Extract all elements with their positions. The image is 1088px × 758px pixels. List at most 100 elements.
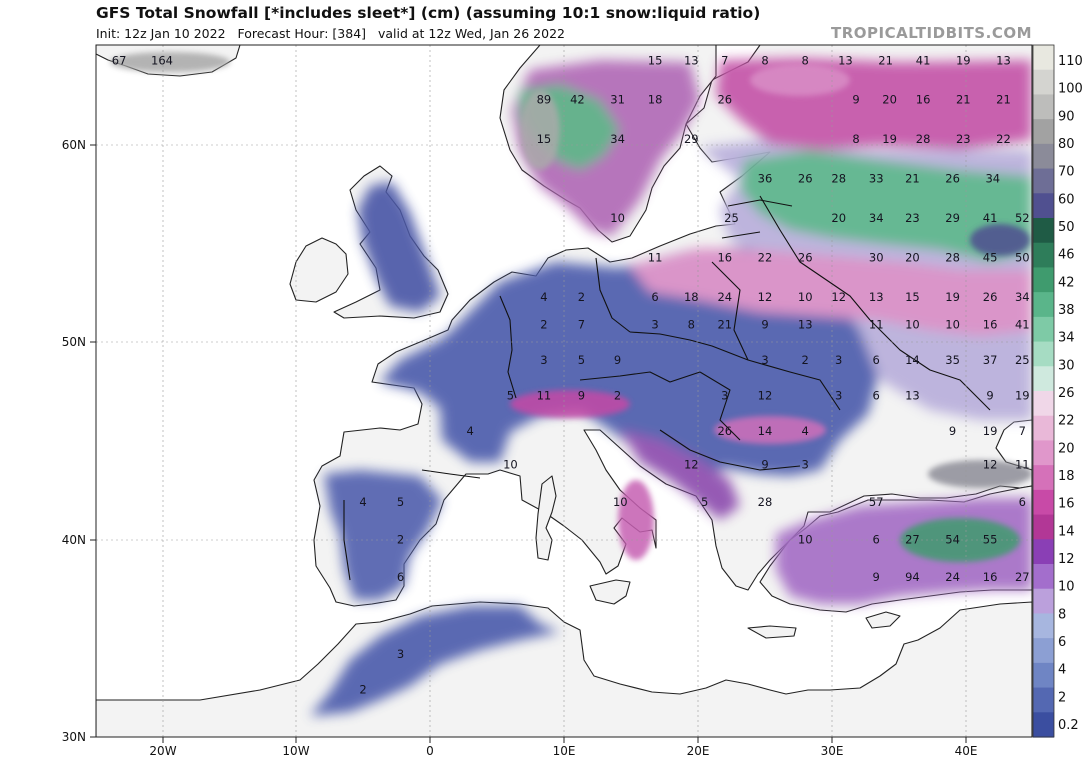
- snowfall-value-label: 42: [570, 93, 585, 107]
- lon-label-10e: 10E: [553, 744, 576, 758]
- snowfall-value-label: 11: [537, 389, 552, 403]
- snowfall-value-label: 23: [905, 211, 920, 225]
- snowfall-value-label: 11: [869, 318, 884, 332]
- snowfall-value-label: 6: [873, 353, 880, 367]
- snowfall-value-label: 19: [956, 53, 971, 67]
- snowfall-value-label: 28: [831, 172, 846, 186]
- shade-kola-pink: [750, 64, 850, 96]
- snowfall-value-label: 34: [985, 172, 1000, 186]
- border-by-ru: [759, 195, 871, 321]
- snowfall-value-label: 27: [905, 533, 920, 547]
- snowfall-value-label: 6: [651, 290, 658, 304]
- colorbar-label: 18: [1058, 469, 1075, 484]
- colorbar-swatch: [1033, 94, 1054, 120]
- snowfall-value-label: 9: [578, 389, 585, 403]
- border-baltics: [721, 199, 793, 239]
- colorbar-label: 12: [1058, 552, 1075, 567]
- snowfall-value-label: 6: [397, 570, 404, 584]
- snowfall-value-label: 10: [798, 533, 813, 547]
- lon-label-0: 0: [426, 744, 434, 758]
- shade-caucasus: [928, 460, 1032, 488]
- snowfall-value-label: 26: [798, 172, 813, 186]
- border-ro-ua: [747, 359, 841, 411]
- lat-label-30n: 30N: [62, 730, 86, 744]
- colorbar-swatch: [1033, 712, 1054, 738]
- init-time: Init: 12z Jan 10 2022: [96, 26, 226, 41]
- lon-label-40e: 40E: [955, 744, 978, 758]
- snowfall-value-label: 8: [761, 53, 768, 67]
- snowfall-value-label: 16: [983, 570, 998, 584]
- colorbar-label: 26: [1058, 386, 1075, 401]
- colorbar-label: 80: [1058, 137, 1075, 152]
- snowfall-value-label: 5: [701, 495, 708, 509]
- snowfall-value-label: 7: [1019, 424, 1026, 438]
- snowfall-value-label: 18: [684, 290, 699, 304]
- snowfall-value-label: 3: [651, 318, 658, 332]
- snowfall-value-label: 54: [945, 533, 960, 547]
- lon-label-30e: 30E: [821, 744, 844, 758]
- colorbar-swatch: [1033, 168, 1054, 194]
- snowfall-value-label: 26: [717, 93, 732, 107]
- snowfall-value-label: 12: [684, 458, 699, 472]
- snowfall-value-label: 18: [648, 93, 663, 107]
- colorbar-label: 100: [1058, 82, 1083, 97]
- snowfall-value-label: 26: [798, 251, 813, 265]
- snowfall-value-label: 41: [916, 53, 931, 67]
- snowfall-value-label: 2: [802, 353, 809, 367]
- snowfall-value-label: 164: [151, 53, 173, 67]
- snowfall-value-label: 4: [802, 424, 809, 438]
- snowfall-value-label: 4: [540, 290, 547, 304]
- snowfall-value-label: 28: [945, 251, 960, 265]
- snowfall-value-label: 10: [610, 211, 625, 225]
- snowfall-value-label: 15: [905, 290, 920, 304]
- snowfall-value-label: 16: [916, 93, 931, 107]
- snowfall-value-label: 21: [905, 172, 920, 186]
- snowfall-value-label: 3: [802, 458, 809, 472]
- snowfall-value-label: 2: [359, 683, 366, 697]
- snowfall-value-label: 19: [1015, 389, 1030, 403]
- lon-label-10w: 10W: [282, 744, 309, 758]
- snowfall-value-label: 35: [945, 353, 960, 367]
- snowfall-value-label: 6: [873, 389, 880, 403]
- colorbar-swatch: [1033, 638, 1054, 664]
- snowfall-value-label: 21: [717, 318, 732, 332]
- snowfall-value-label: 12: [983, 458, 998, 472]
- snowfall-value-label: 29: [945, 211, 960, 225]
- snowfall-value-label: 9: [761, 318, 768, 332]
- snowfall-value-label: 12: [831, 290, 846, 304]
- snowfall-value-label: 19: [882, 132, 897, 146]
- snowfall-value-label: 41: [983, 211, 998, 225]
- colorbar-label: 110: [1058, 54, 1083, 69]
- lat-label-50n: 50N: [62, 335, 86, 349]
- border-pl-south: [629, 331, 749, 361]
- snowfall-value-label: 21: [878, 53, 893, 67]
- border-pl-east: [711, 261, 749, 361]
- colorbar-label: 20: [1058, 441, 1075, 456]
- snowfall-value-label: 20: [882, 93, 897, 107]
- cyprus: [865, 611, 901, 629]
- snowfall-value-label: 8: [802, 53, 809, 67]
- snowfall-value-label: 20: [831, 211, 846, 225]
- shade-atlas: [310, 606, 560, 716]
- snowfall-value-label: 13: [838, 53, 853, 67]
- snowfall-value-label: 3: [761, 353, 768, 367]
- colorbar-label: 14: [1058, 524, 1075, 539]
- snowfall-value-label: 27: [1015, 570, 1030, 584]
- colorbar-label: 10: [1058, 580, 1075, 595]
- snowfall-value-label: 10: [798, 290, 813, 304]
- crete: [747, 625, 797, 639]
- snowfall-value-label: 34: [869, 211, 884, 225]
- colorbar-label: 22: [1058, 414, 1075, 429]
- snowfall-value-label: 14: [905, 353, 920, 367]
- snowfall-value-label: 10: [905, 318, 920, 332]
- snowfall-value-label: 13: [996, 53, 1011, 67]
- snowfall-value-label: 41: [1015, 318, 1030, 332]
- snowfall-value-label: 28: [758, 495, 773, 509]
- snowfall-value-label: 19: [983, 424, 998, 438]
- snowfall-value-label: 24: [945, 570, 960, 584]
- border-pyrenees: [421, 469, 481, 479]
- snowfall-value-label: 5: [397, 495, 404, 509]
- snowfall-value-label: 26: [983, 290, 998, 304]
